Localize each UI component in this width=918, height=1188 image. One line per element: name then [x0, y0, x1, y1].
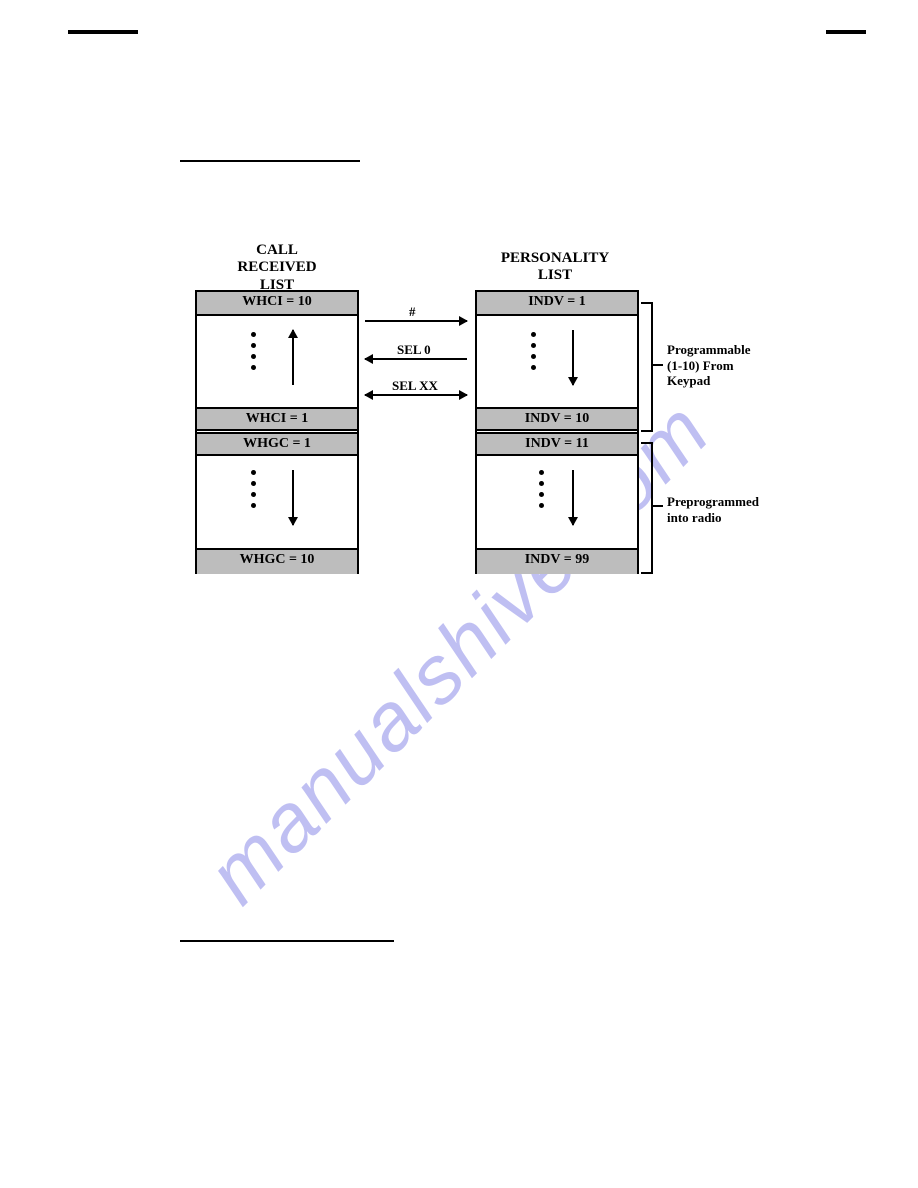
left-row-whci-1: WHCI = 1: [197, 409, 357, 431]
right-row-indv-1: INDV = 1: [477, 292, 637, 316]
page: manualshive.com CALL RECEIVED LIST PERSO…: [0, 0, 918, 1188]
header-rule-right: [826, 30, 866, 34]
bracket-top: [641, 302, 653, 432]
side-label-programmable: Programmable (1-10) From Keypad: [667, 342, 751, 389]
right-row-indv-99: INDV = 99: [477, 550, 637, 574]
section-rule-top: [180, 160, 360, 162]
mid-label-hash: #: [407, 304, 418, 320]
left-list-title: CALL RECEIVED LIST: [207, 242, 347, 294]
mid-label-selxx: SEL XX: [390, 378, 440, 394]
right-row-indv-11: INDV = 11: [477, 434, 637, 456]
right-list-title: PERSONALITY LIST: [485, 250, 625, 285]
arrow-selxx: [365, 394, 467, 396]
call-received-list-box: WHCI = 10 WHCI = 1 WHGC = 1 WHGC = 10: [195, 290, 359, 574]
mid-label-sel0: SEL 0: [395, 342, 433, 358]
right-row-indv-10: INDV = 10: [477, 409, 637, 431]
section-rule-bottom: [180, 940, 394, 942]
header-rule-left: [68, 30, 138, 34]
personality-list-box: INDV = 1 INDV = 10 INDV = 11 INDV = 99: [475, 290, 639, 574]
bracket-bottom: [641, 442, 653, 574]
side-label-preprogrammed: Preprogrammed into radio: [667, 494, 759, 525]
left-row-whgc-1: WHGC = 1: [197, 434, 357, 456]
arrow-hash: [365, 320, 467, 322]
list-diagram: CALL RECEIVED LIST PERSONALITY LIST WHCI…: [195, 290, 765, 630]
arrow-sel0: [365, 358, 467, 360]
left-row-whci-10: WHCI = 10: [197, 292, 357, 316]
left-row-whgc-10: WHGC = 10: [197, 550, 357, 574]
